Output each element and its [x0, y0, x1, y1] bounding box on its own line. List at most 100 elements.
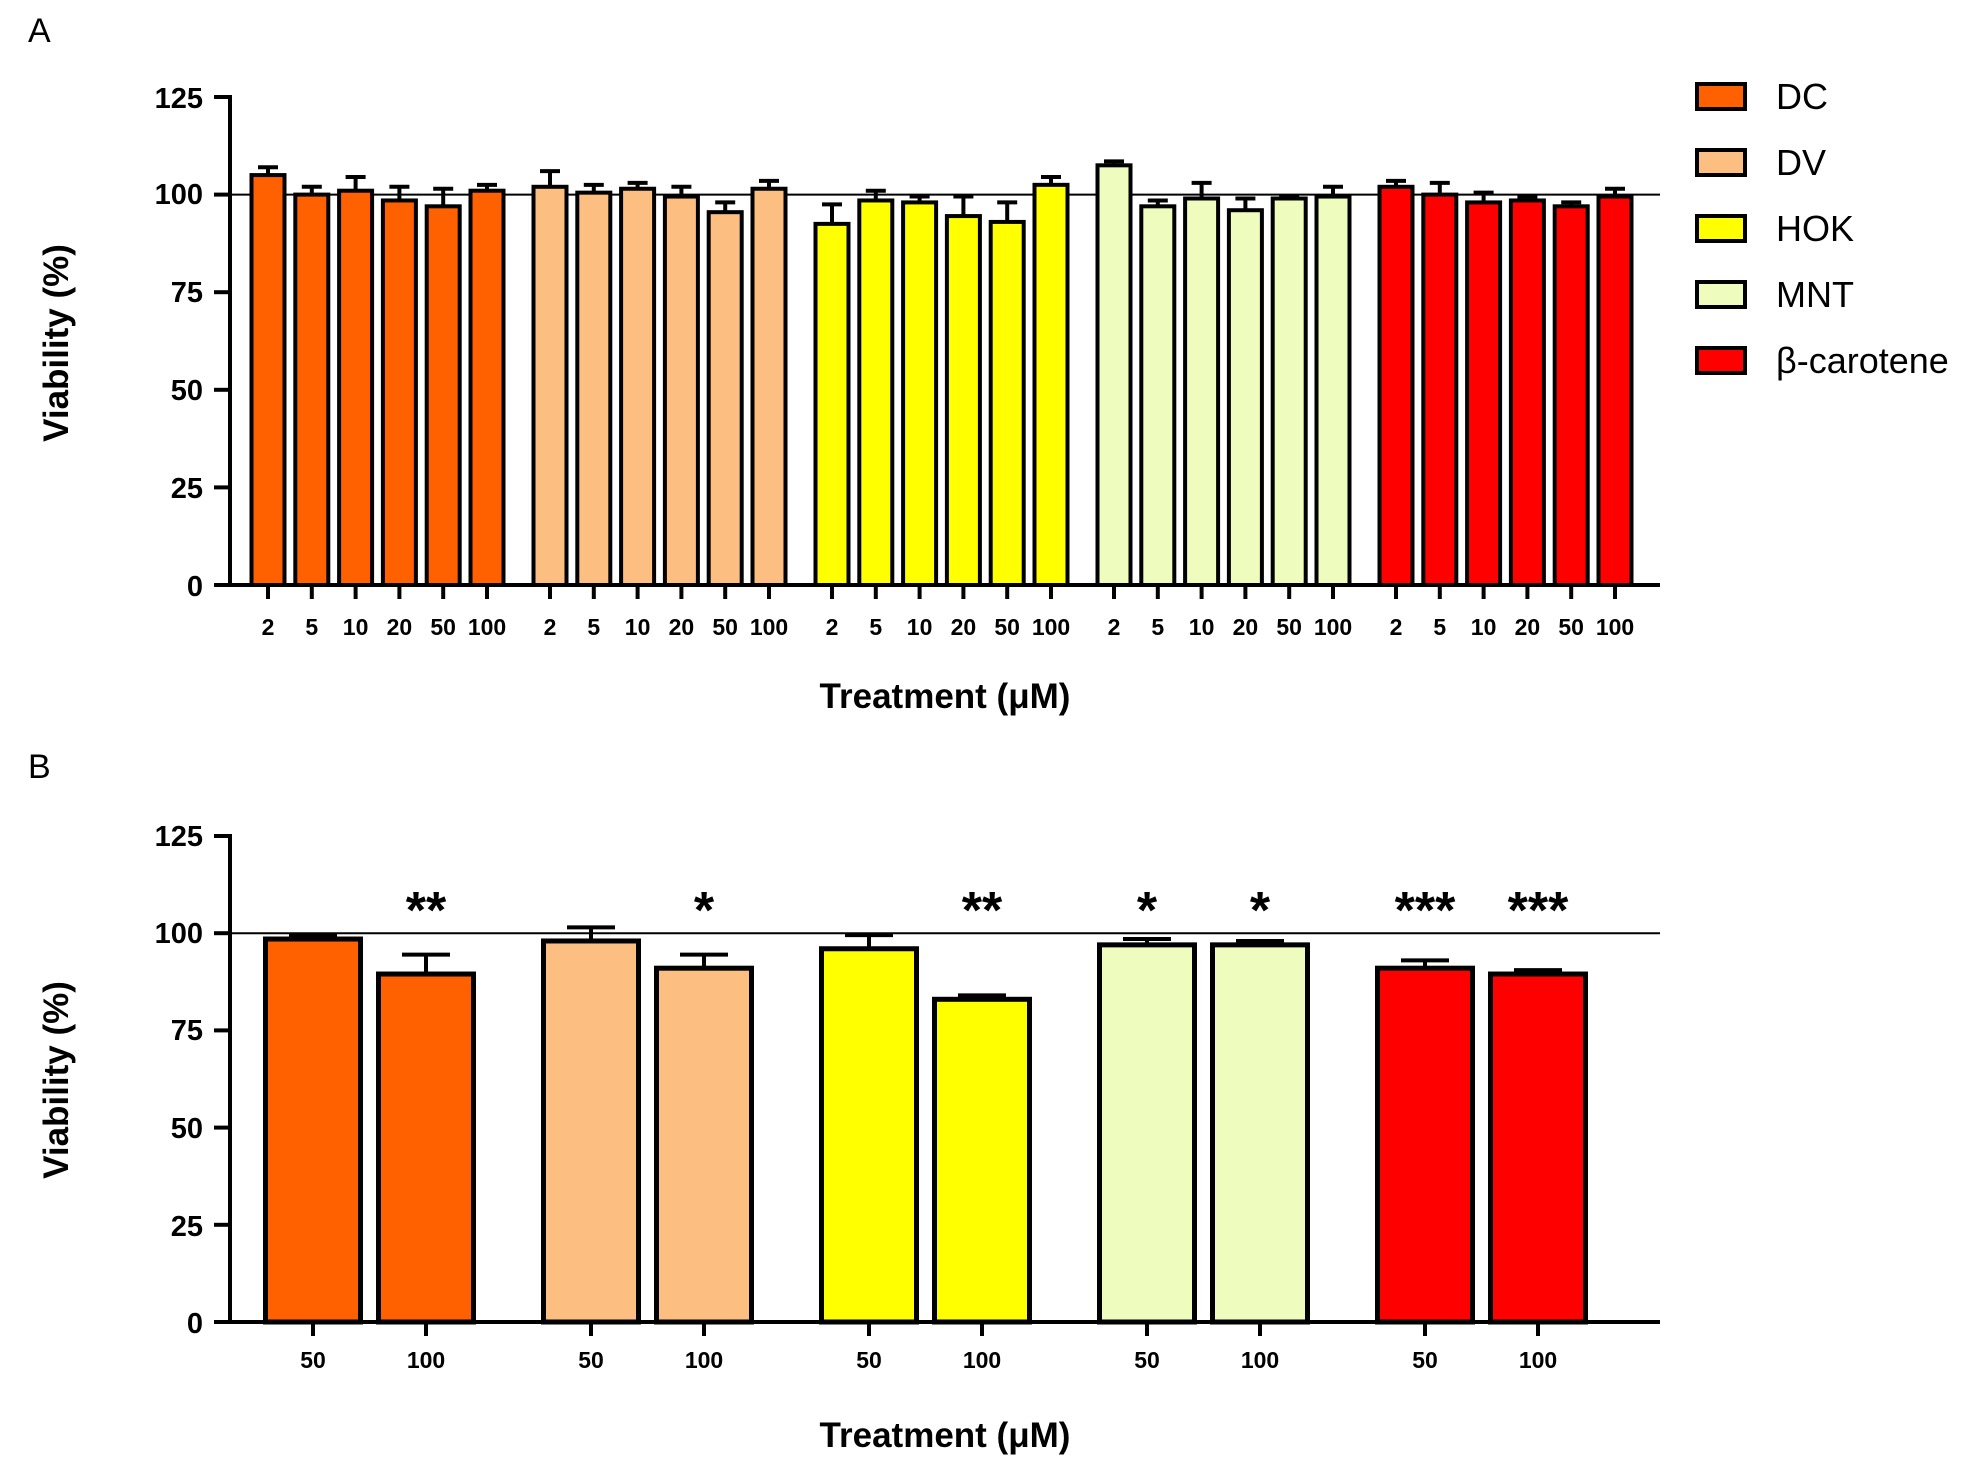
panel-a-y-tick-label: 75 [171, 277, 203, 309]
bar-carotene [1552, 204, 1590, 587]
x-tick-label: 50 [430, 614, 456, 640]
panel-a-x-axis-title: Treatment (μM) [820, 677, 1071, 716]
bar-mnt [1270, 196, 1308, 587]
bar-dc [376, 971, 476, 1325]
bar-carotene [1465, 200, 1503, 588]
significance-marker: *** [1395, 882, 1456, 940]
bar-hok [819, 946, 919, 1325]
bar-dv [575, 190, 613, 587]
x-tick-label: 100 [1032, 614, 1070, 640]
panel-b-x-axis-title: Treatment (μM) [820, 1416, 1071, 1455]
significance-marker: ** [406, 882, 447, 940]
significance-marker: ** [962, 882, 1003, 940]
bar-dv [654, 965, 754, 1325]
significance-marker: * [694, 882, 715, 940]
bar-hok [1032, 182, 1070, 587]
legend-label-hok: HOK [1776, 208, 1854, 249]
x-tick-label: 10 [1189, 614, 1215, 640]
x-tick-label: 100 [1241, 1347, 1279, 1373]
panel-a-y-tick-label: 100 [155, 179, 203, 211]
legend-label-beta-carotene: β-carotene [1776, 340, 1949, 381]
bar-mnt [1314, 194, 1352, 587]
panel-b-y-tick-label: 75 [171, 1015, 203, 1047]
significance-marker: *** [1508, 882, 1569, 940]
panel-a-y-axis-title: Viability (%) [37, 244, 76, 442]
bar-carotene [1421, 192, 1459, 587]
x-tick-label: 20 [669, 614, 695, 640]
panel-label-b: B [28, 748, 51, 786]
x-tick-label: 20 [1515, 614, 1541, 640]
bar-mnt [1095, 163, 1133, 587]
x-tick-label: 50 [1134, 1347, 1160, 1373]
panel-a-y-tick-label: 0 [187, 571, 203, 603]
bar-carotene [1596, 194, 1634, 587]
legend-swatch-hok [1695, 214, 1747, 243]
bar-hok [944, 214, 982, 588]
x-tick-label: 100 [468, 614, 506, 640]
bar-dv [750, 186, 788, 588]
bar-carotene [1508, 198, 1546, 587]
bar-mnt [1139, 204, 1177, 587]
x-tick-label: 2 [544, 614, 557, 640]
panel-a-plot: 2 5 10 20 50 100 2 5 10 20 50 100 2 5 10 20 50 100 2 5 10 20 5… [214, 95, 1660, 640]
legend: DC DV HOK MNT β-carotene [1695, 76, 1949, 381]
panel-b-y-tick-label: 125 [155, 821, 203, 853]
panel-a-y-tick-label: 125 [155, 83, 203, 115]
x-tick-label: 2 [1108, 614, 1121, 640]
panel-b-y-axis-title: Viability (%) [37, 981, 76, 1179]
bar-carotene [1377, 184, 1415, 588]
legend-label-dc: DC [1776, 76, 1828, 117]
legend-swatch-dv [1695, 148, 1747, 177]
x-tick-label: 10 [343, 614, 369, 640]
x-tick-label: 100 [1596, 614, 1634, 640]
bar-hok [857, 198, 895, 587]
bar-dc [424, 204, 462, 587]
panel-b-y-tick-label: 50 [171, 1113, 203, 1145]
x-tick-label: 100 [407, 1347, 445, 1373]
x-tick-label: 100 [750, 614, 788, 640]
legend-label-dv: DV [1776, 142, 1826, 183]
x-tick-label: 20 [951, 614, 977, 640]
bar-mnt [1097, 942, 1197, 1325]
x-tick-label: 50 [856, 1347, 882, 1373]
bar-mnt [1226, 208, 1264, 587]
x-tick-label: 5 [587, 614, 600, 640]
bar-hok [932, 996, 1032, 1325]
bar-carotene [1488, 971, 1588, 1325]
bar-dc [337, 188, 375, 587]
bar-hok [988, 219, 1026, 587]
bar-hok [901, 200, 939, 588]
x-tick-label: 2 [262, 614, 275, 640]
bar-mnt [1183, 196, 1221, 587]
panel-b-y-tick-label: 100 [155, 918, 203, 950]
panel-b-plot: 50 100 ** 50 100 * 50 100 ** 50 * 100 * 50 *** 100 *** [214, 834, 1660, 1373]
legend-swatch-mnt [1695, 280, 1747, 309]
legend-swatch-beta-carotene [1695, 346, 1747, 375]
x-tick-label: 10 [1471, 614, 1497, 640]
x-tick-label: 50 [300, 1347, 326, 1373]
bar-dc [380, 198, 418, 587]
bar-dv [662, 194, 700, 587]
x-tick-label: 5 [869, 614, 882, 640]
bar-dc [263, 936, 363, 1325]
x-tick-label: 100 [1519, 1347, 1557, 1373]
x-tick-label: 50 [1558, 614, 1584, 640]
panel-b-y-tick-label: 25 [171, 1211, 203, 1243]
bar-dc [249, 173, 287, 588]
x-tick-label: 20 [1233, 614, 1259, 640]
x-tick-label: 20 [387, 614, 413, 640]
panel-a-y-tick-label: 25 [171, 473, 203, 505]
x-tick-label: 2 [826, 614, 839, 640]
bar-carotene [1375, 965, 1475, 1325]
bar-dv [541, 938, 641, 1325]
x-tick-label: 50 [1412, 1347, 1438, 1373]
panel-label-a: A [28, 12, 51, 50]
x-tick-label: 2 [1390, 614, 1403, 640]
x-tick-label: 100 [963, 1347, 1001, 1373]
bar-dc [468, 188, 506, 587]
x-tick-label: 50 [578, 1347, 604, 1373]
bar-hok [813, 221, 851, 587]
significance-marker: * [1137, 882, 1158, 940]
x-tick-label: 5 [1433, 614, 1446, 640]
